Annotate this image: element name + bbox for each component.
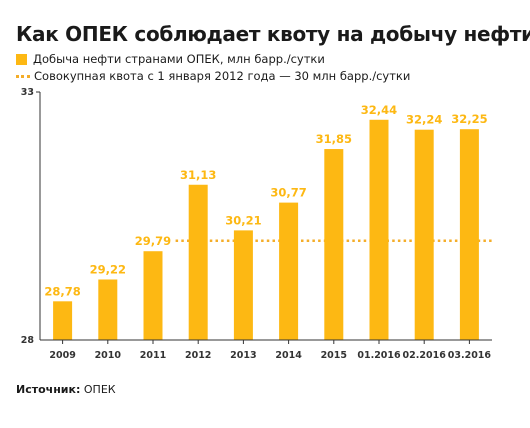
bar-label-03.2016: 32,25 — [451, 112, 487, 126]
chart-title: Как ОПЕК соблюдает квоту на добычу нефти — [16, 22, 530, 46]
x-tick-label-2011: 2011 — [140, 350, 166, 361]
bar-03.2016 — [459, 129, 479, 340]
bar-label-2013: 30,21 — [225, 213, 261, 227]
source-note: Источник: ОПЕК — [16, 383, 116, 396]
x-tick-label-2014: 2014 — [275, 350, 302, 361]
bar-2011 — [143, 251, 163, 340]
legend-label-quota: Совокупная квота с 1 января 2012 года — … — [34, 69, 411, 83]
bar-chart: 33 28 28,78 2009 29,22 2010 29,79 2011 31,13 2012… — [21, 87, 492, 361]
bar-2013 — [233, 230, 253, 340]
bar-label-2014: 30,77 — [270, 186, 306, 200]
legend-item-production: Добыча нефти странами ОПЕК, млн барр./су… — [16, 52, 325, 66]
y-tick-label-top: 33 — [21, 87, 34, 98]
bar-2010 — [98, 279, 118, 340]
x-tick-label-02.2016: 02.2016 — [403, 350, 447, 361]
legend-swatch-quota — [16, 74, 30, 78]
bar-02.2016 — [414, 129, 434, 340]
source-label: Источник: — [16, 383, 81, 396]
legend-label-production: Добыча нефти странами ОПЕК, млн барр./су… — [33, 52, 325, 66]
x-tick-label-03.2016: 03.2016 — [448, 350, 492, 361]
y-tick-label-bottom: 28 — [21, 335, 35, 346]
source-value: ОПЕК — [83, 383, 116, 396]
x-tick-label-2009: 2009 — [49, 350, 75, 361]
bar-label-2010: 29,22 — [90, 262, 126, 276]
bar-label-2011: 29,79 — [135, 234, 171, 248]
x-tick-label-2015: 2015 — [321, 350, 347, 361]
x-tick-label-2010: 2010 — [95, 350, 122, 361]
x-tick-label-2013: 2013 — [230, 350, 256, 361]
bar-2009 — [53, 301, 73, 340]
legend-swatch-bar — [16, 53, 27, 65]
bar-label-2015: 31,85 — [316, 132, 352, 146]
bar-label-2009: 28,78 — [44, 284, 80, 298]
bar-label-2012: 31,13 — [180, 168, 216, 182]
x-tick-label-01.2016: 01.2016 — [357, 350, 401, 361]
bar-2015 — [324, 149, 344, 340]
bar-2012 — [188, 184, 208, 340]
bar-2014 — [279, 202, 299, 340]
x-tick-label-2012: 2012 — [185, 350, 211, 361]
legend-item-quota: Совокупная квота с 1 января 2012 года — … — [16, 69, 410, 83]
bar-label-01.2016: 32,44 — [361, 103, 397, 117]
bar-01.2016 — [369, 119, 389, 340]
bar-label-02.2016: 32,24 — [406, 113, 442, 127]
